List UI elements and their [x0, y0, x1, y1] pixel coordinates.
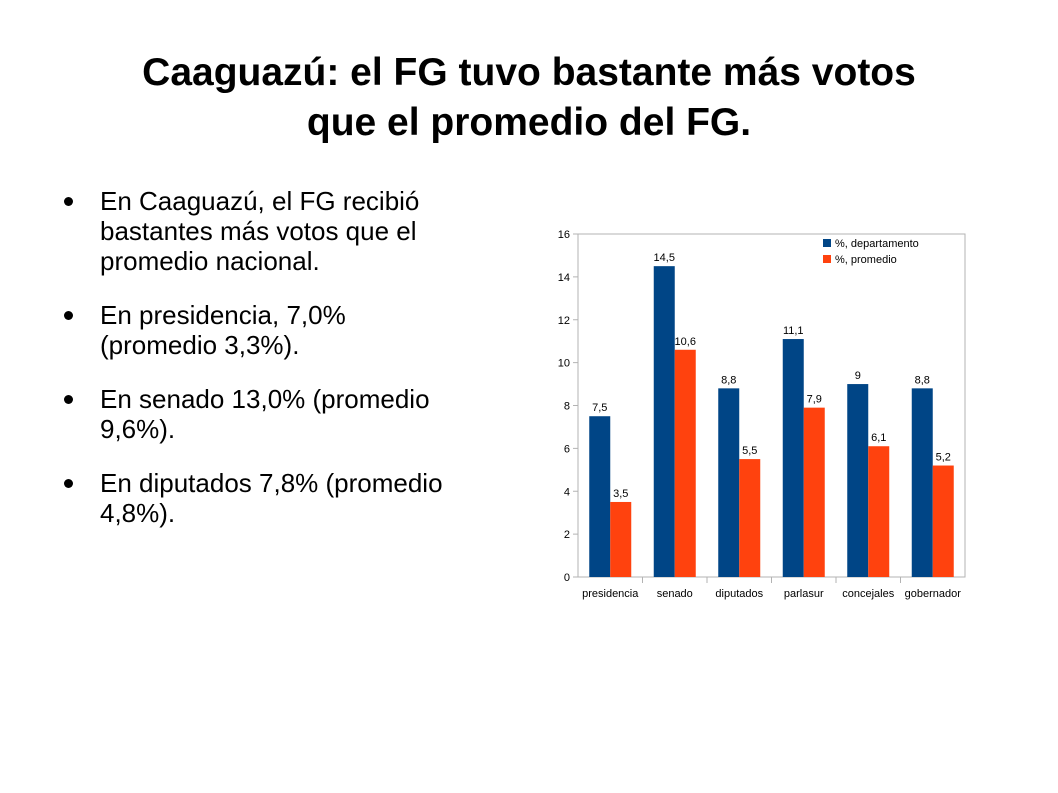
bar — [847, 384, 869, 577]
legend-swatch — [823, 239, 831, 247]
legend-label: %, promedio — [835, 254, 897, 266]
y-tick-label: 14 — [558, 272, 570, 284]
bar — [718, 388, 740, 577]
title-line-2: que el promedio del FG. — [306, 101, 752, 144]
title-line-1: Caaguazú: el FG tuvo bastante más votos — [142, 51, 916, 94]
bullet-text: En diputados 7,8% (promedio 4,8%). — [100, 468, 443, 528]
data-label: 5,5 — [742, 445, 757, 457]
y-tick-label: 8 — [564, 401, 570, 413]
bullet-dot-icon — [64, 395, 73, 404]
bullet-dot-icon — [64, 197, 73, 206]
data-label: 9 — [855, 370, 861, 382]
y-tick-label: 2 — [564, 529, 570, 541]
bar — [782, 339, 804, 577]
bar — [803, 407, 825, 577]
y-tick-label: 10 — [558, 358, 570, 370]
bar — [589, 416, 611, 577]
bar — [932, 465, 954, 577]
y-tick-label: 6 — [564, 443, 570, 455]
bullet-item: En presidencia, 7,0% (promedio 3,3%). — [62, 300, 462, 360]
slide-title: Caaguazú: el FG tuvo bastante más votos … — [20, 48, 1038, 148]
bar — [868, 446, 890, 577]
data-label: 3,5 — [613, 488, 628, 500]
data-label: 10,6 — [675, 336, 696, 348]
y-tick-label: 16 — [558, 229, 570, 241]
legend-label: %, departamento — [835, 238, 919, 250]
data-label: 6,1 — [871, 432, 886, 444]
x-tick-label: diputados — [715, 588, 763, 600]
bar — [911, 388, 933, 577]
bullet-text: En presidencia, 7,0% (promedio 3,3%). — [100, 300, 346, 360]
data-label: 8,8 — [721, 374, 736, 386]
bullet-list: En Caaguazú, el FG recibió bastantes más… — [62, 186, 462, 552]
data-label: 7,9 — [807, 394, 822, 406]
y-tick-label: 12 — [558, 315, 570, 327]
bar — [739, 459, 761, 577]
bullet-dot-icon — [64, 311, 73, 320]
bar — [653, 266, 675, 577]
bullet-text: En senado 13,0% (promedio 9,6%). — [100, 384, 430, 444]
bar — [610, 501, 632, 577]
y-tick-label: 0 — [564, 572, 570, 584]
bullet-item: En senado 13,0% (promedio 9,6%). — [62, 384, 462, 444]
bar — [674, 349, 696, 577]
data-label: 7,5 — [592, 402, 607, 414]
y-tick-label: 4 — [564, 486, 570, 498]
data-label: 14,5 — [654, 252, 675, 264]
data-label: 5,2 — [936, 452, 951, 464]
x-tick-label: concejales — [842, 588, 894, 600]
bullet-text: En Caaguazú, el FG recibió bastantes más… — [100, 186, 420, 276]
x-tick-label: senado — [657, 588, 693, 600]
bullet-item: En Caaguazú, el FG recibió bastantes más… — [62, 186, 462, 276]
plot-area — [577, 233, 966, 578]
data-label: 8,8 — [915, 374, 930, 386]
x-tick-label: gobernador — [905, 588, 962, 600]
bullet-dot-icon — [64, 479, 73, 488]
data-label: 11,1 — [783, 325, 804, 337]
bullet-item: En diputados 7,8% (promedio 4,8%). — [62, 468, 462, 528]
x-tick-label: parlasur — [784, 588, 824, 600]
legend-swatch — [823, 255, 831, 263]
x-tick-label: presidencia — [582, 588, 639, 600]
bar-chart: 0 2 4 6 8 10 12 14 16 presidencia 7,5 3,5 senado 14,5… — [558, 229, 966, 600]
